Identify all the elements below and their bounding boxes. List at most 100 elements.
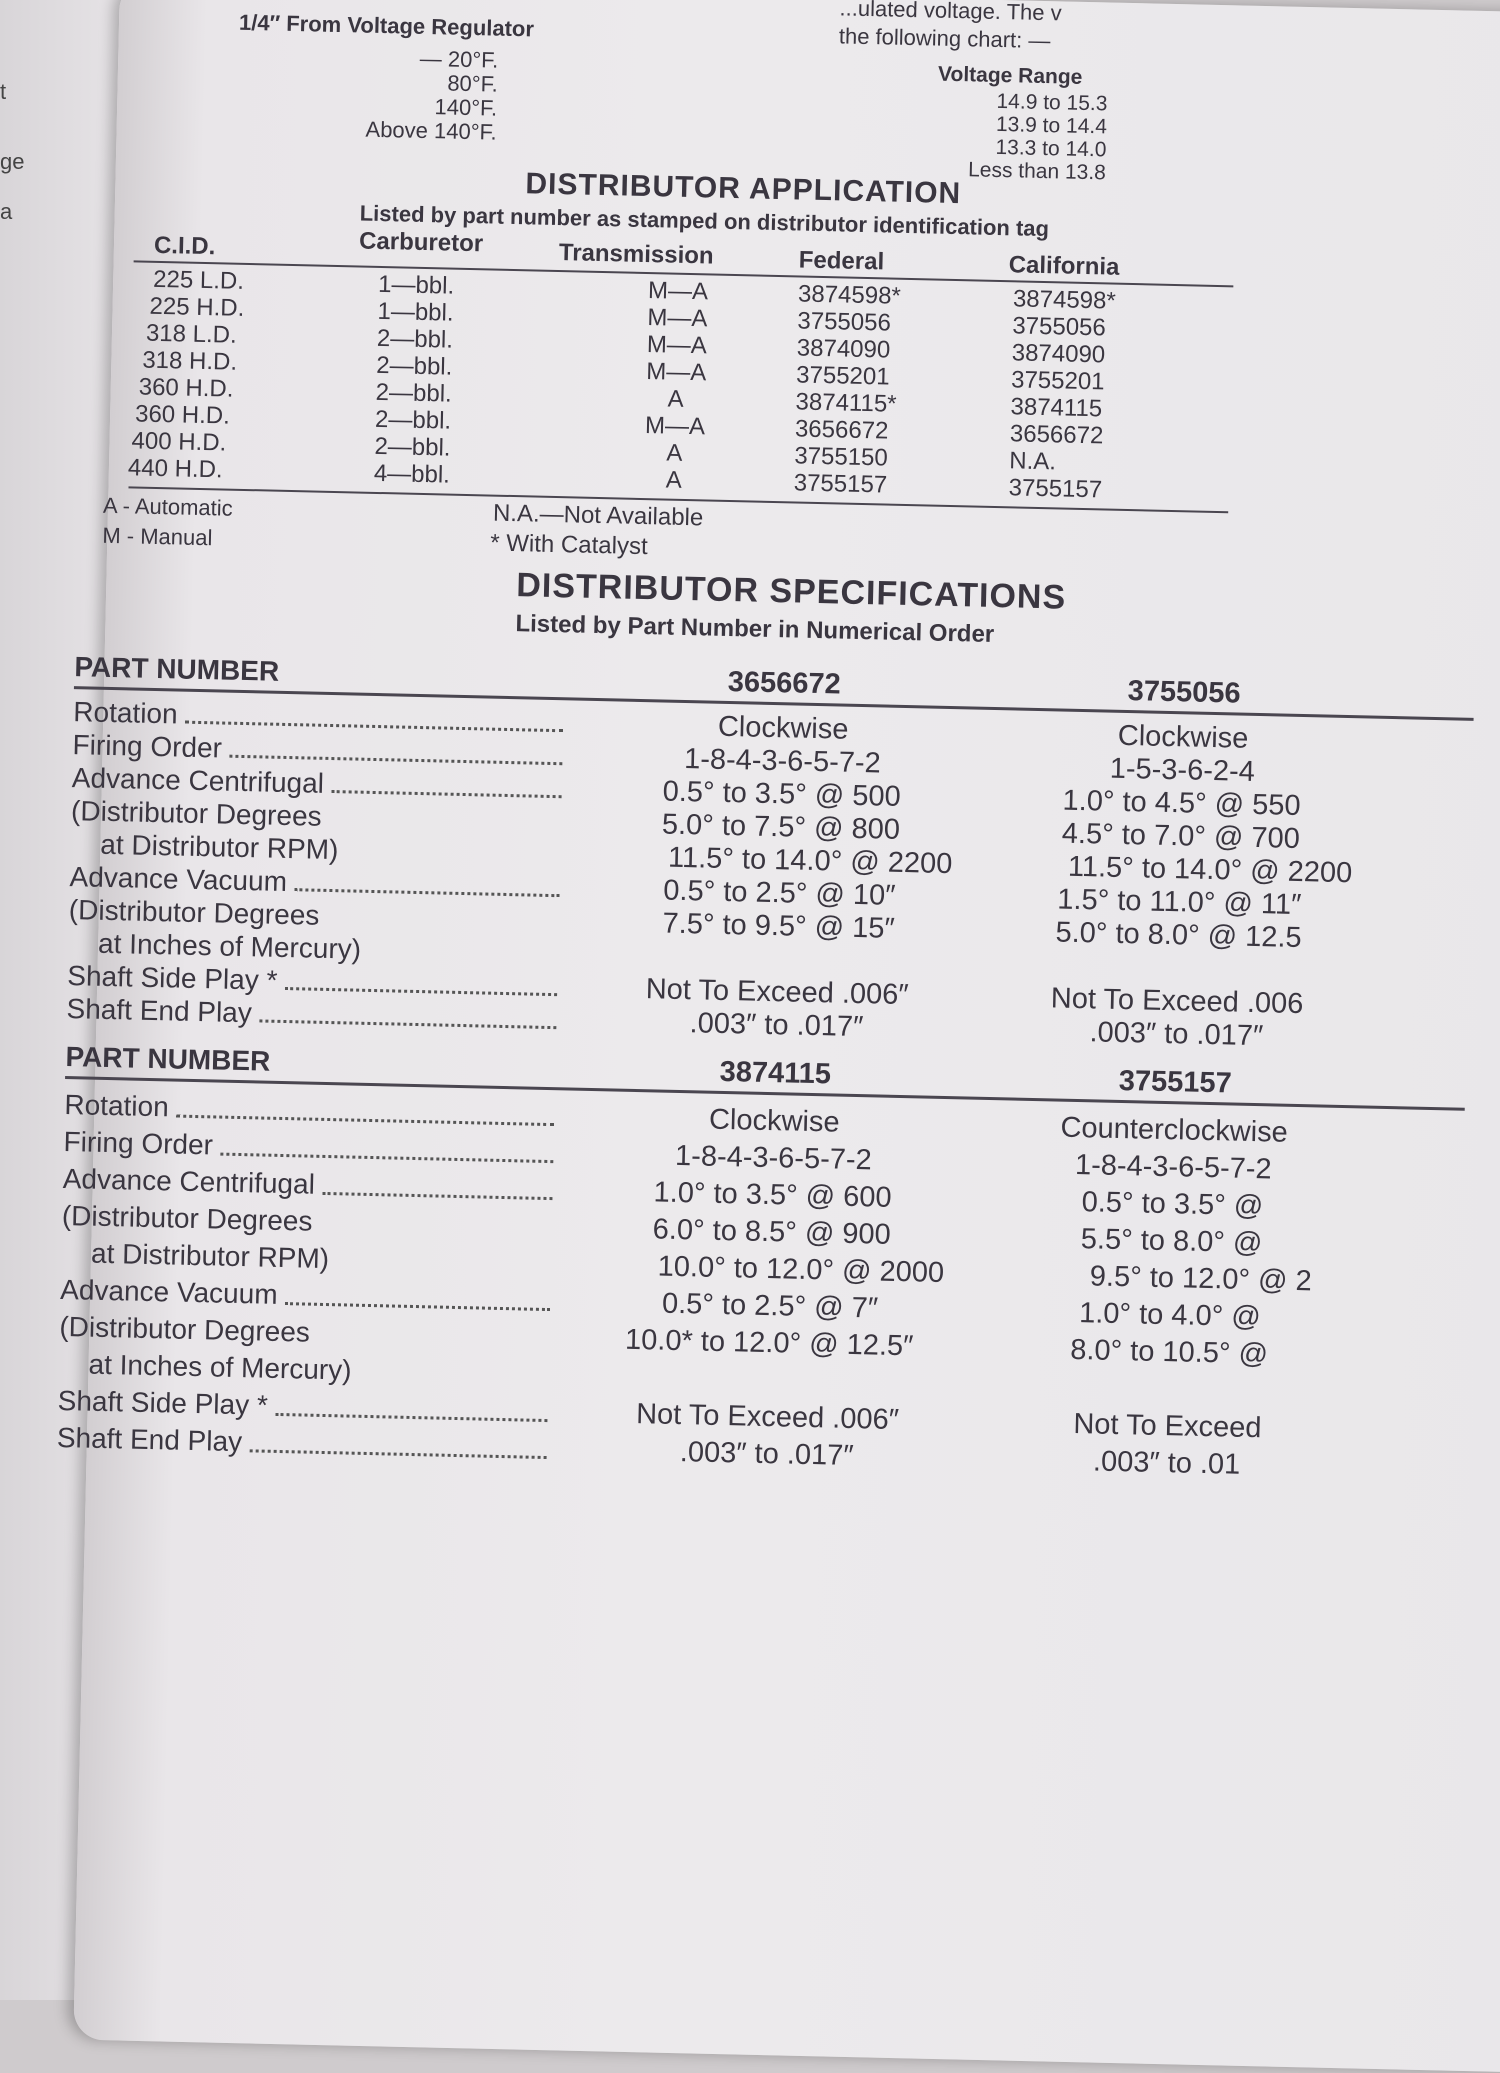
part-number-label: PART NUMBER [65,1041,271,1077]
dot-leader [259,1019,557,1030]
left-page-fragment: ge [0,149,25,174]
intro-line: ...ulated voltage. The v [839,0,1062,26]
spec-label: Rotation [73,696,179,730]
cid-cell: 400 H.D. [131,427,227,457]
spec-label: at Inches of Mercury) [97,927,362,965]
regulator-label: 1/4″ From Voltage Regulator [238,9,535,42]
legend-automatic: A - Automatic [102,492,233,521]
spec-label: at Distributor RPM) [90,1237,330,1275]
spec-label: Firing Order [63,1126,214,1161]
federal-cell: 3755157 [793,469,888,499]
carburetor-cell: 2—bbl. [374,405,452,435]
spec-label: Rotation [64,1089,170,1123]
header-california: California [1008,251,1120,281]
dot-leader [294,888,560,898]
federal-cell: 3874090 [796,334,891,364]
spec-label: Shaft End Play [56,1421,243,1458]
dot-leader [185,720,564,733]
voltage-range-header: Voltage Range [937,62,1083,89]
dot-leader [275,1412,548,1423]
carburetor-cell: 2—bbl. [375,378,453,408]
spec-label: at Inches of Mercury) [88,1348,352,1386]
cid-cell: 318 H.D. [142,346,238,376]
federal-cell: 3755056 [797,307,892,337]
california-cell: 3755201 [1010,366,1105,396]
transmission-cell: M—A [644,412,706,441]
specifications-subtitle: Listed by Part Number in Numerical Order [515,610,995,648]
dot-leader [322,1191,553,1201]
part-number: 3656672 [727,665,842,701]
dot-leader [220,1152,554,1164]
transmission-cell: M—A [645,358,707,387]
spec-label: Firing Order [72,729,223,764]
california-cell: 3874598* [1012,285,1117,315]
cid-cell: 440 H.D. [127,454,223,484]
carburetor-cell: 2—bbl. [374,432,451,462]
spec-value: .003″ to .01 [1092,1445,1241,1481]
transmission-cell: A [667,385,684,413]
spec-label: (Distributor Degrees [68,894,320,931]
cid-cell: 225 H.D. [149,292,245,322]
spec-block: PART NUMBER 3874115 3755157 Rotation Clockwi… [57,1034,1466,1487]
legend-catalyst: * With Catalyst [490,529,648,561]
transmission-cell: M—A [646,331,708,360]
specifications-title: DISTRIBUTOR SPECIFICATIONS [515,566,1067,617]
temperature: Above 140°F. [365,116,497,145]
california-cell: 3755056 [1012,312,1107,342]
application-title: DISTRIBUTOR APPLICATION [525,167,962,211]
spec-label: Advance Vacuum [69,861,288,898]
california-cell: 3874115 [1010,393,1103,423]
transmission-cell: M—A [647,277,709,306]
federal-cell: 3755150 [794,442,889,472]
cid-cell: 318 L.D. [145,319,238,349]
spec-label: at Distributor RPM) [100,828,339,866]
carburetor-cell: 1—bbl. [377,297,454,327]
intro-line: the following chart: — [838,23,1051,54]
cid-cell: 360 H.D. [138,373,234,403]
spec-label: Advance Vacuum [59,1273,278,1310]
carburetor-cell: 4—bbl. [373,459,451,489]
spec-label: (Distributor Degrees [59,1310,311,1348]
left-page-fragment: a [0,199,13,224]
dot-leader [249,1449,547,1460]
transmission-cell: A [666,439,683,467]
dot-leader [229,754,563,766]
federal-cell: 3874115* [795,388,897,418]
cid-cell: 360 H.D. [134,400,231,430]
header-transmission: Transmission [558,239,714,270]
carburetor-cell: 2—bbl. [376,351,453,381]
spec-label: (Distributor Degrees [70,795,322,832]
header-federal: Federal [798,246,885,276]
california-cell: 3874090 [1011,339,1106,369]
federal-cell: 3755201 [795,361,890,391]
spec-label: Shaft End Play [66,993,253,1029]
spec-label: Advance Centrifugal [62,1163,316,1200]
manual-page: 1/4″ From Voltage Regulator — 20°F. 80°F… [57,0,1500,2073]
dot-leader [285,1302,550,1312]
cid-cell: 225 L.D. [152,265,245,295]
federal-cell: 3656672 [794,415,889,445]
spec-block: PART NUMBER 3656672 3755056 Rotation Clockwi… [66,644,1474,1057]
temperature-list: — 20°F. 80°F. 140°F. Above 140°F. [296,44,498,145]
transmission-cell: A [665,466,683,494]
voltage-range-list: 14.9 to 15.3 13.9 to 14.4 13.3 to 14.0 L… [916,88,1108,184]
spec-value: .003″ to .017″ [679,1436,854,1473]
left-page-fragment: t [0,79,7,104]
part-number-label: PART NUMBER [74,651,280,687]
header-cid: C.I.D. [153,231,216,261]
transmission-cell: M—A [647,304,708,333]
spec-label: Shaft Side Play * [57,1384,269,1421]
spec-label: (Distributor Degrees [61,1200,313,1237]
spec-label: Shaft Side Play * [67,960,278,996]
dot-leader [331,790,562,799]
carburetor-cell: 1—bbl. [377,270,455,300]
dot-leader [176,1114,555,1127]
header-carburetor: Carburetor [358,227,484,258]
california-cell: N.A. [1009,447,1057,476]
part-number: 3874115 [719,1055,832,1091]
spec-label: Advance Centrifugal [71,762,325,799]
dot-leader [285,987,558,997]
california-cell: 3755157 [1008,474,1103,504]
california-cell: 3656672 [1009,420,1104,450]
legend-manual: M - Manual [102,522,213,551]
